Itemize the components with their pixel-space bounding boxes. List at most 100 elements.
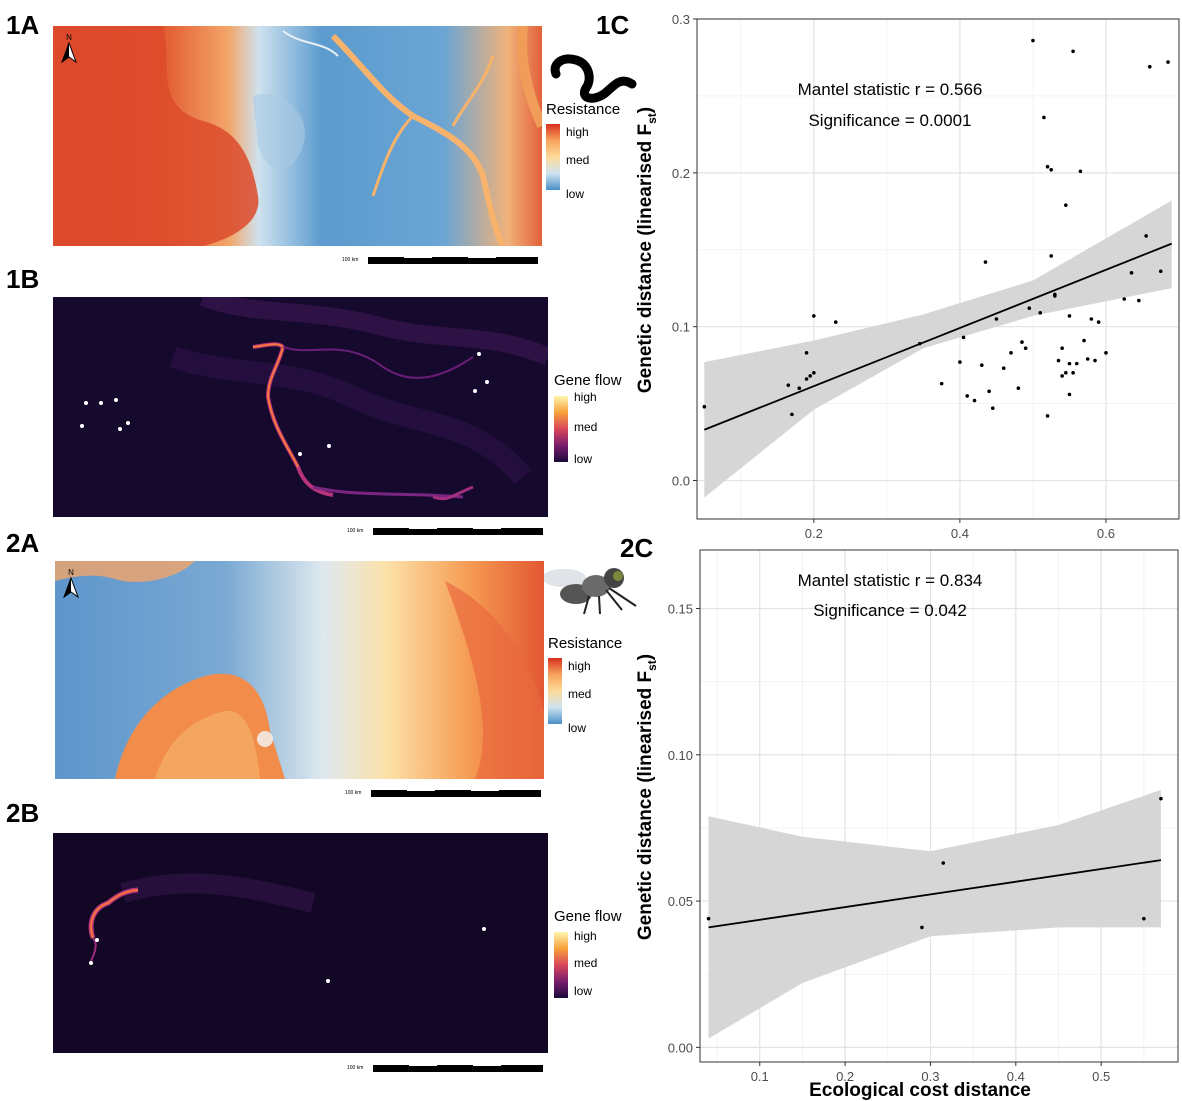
resistance-map-1a: N bbox=[53, 26, 542, 246]
x-tick-label: 0.6 bbox=[1097, 526, 1115, 541]
ylabel-2c: Genetic distance (linearised Fst) bbox=[635, 654, 659, 940]
regression-line bbox=[708, 859, 1162, 929]
svg-text:Genetic distance (linearised F: Genetic distance (linearised Fst) bbox=[635, 107, 659, 393]
data-point bbox=[920, 925, 924, 930]
resistance-legend-high-1: high bbox=[566, 125, 589, 139]
data-point bbox=[987, 389, 991, 394]
ylabel-2c-close: ) bbox=[635, 654, 656, 660]
geneflow-legend-med-1: med bbox=[574, 420, 598, 434]
confidence-band bbox=[704, 200, 1172, 498]
resistance-map-2a: N bbox=[55, 561, 544, 779]
geneflow-legend-high-1: high bbox=[574, 390, 597, 404]
scatter-plot-2c: Genetic distance (linearised Fst) 0.1 0.2… bbox=[635, 549, 1179, 1101]
geneflow-map-2b bbox=[53, 833, 548, 1053]
geneflow-legend-title-1: Gene flow bbox=[554, 372, 622, 389]
data-point bbox=[1067, 361, 1072, 366]
data-point bbox=[1001, 366, 1006, 371]
data-point bbox=[1104, 351, 1108, 355]
data-point bbox=[1085, 357, 1090, 361]
geneflow-colorbar-2 bbox=[554, 932, 568, 998]
data-point bbox=[1071, 49, 1075, 54]
y-tick-label: 0.1 bbox=[672, 320, 690, 335]
panel-label-1c: 1C bbox=[596, 10, 630, 40]
worm-icon bbox=[550, 54, 637, 103]
data-point bbox=[961, 335, 966, 340]
data-point bbox=[1060, 346, 1064, 351]
geneflow-map-1b bbox=[53, 297, 548, 517]
plot-border bbox=[699, 549, 1179, 1063]
x-tick-label: 0.2 bbox=[836, 1069, 854, 1084]
geneflow-surface bbox=[80, 297, 548, 501]
ylabel-1c: Genetic distance (linearised Fst) bbox=[635, 107, 659, 393]
x-tick-label: 0.1 bbox=[751, 1069, 769, 1084]
sample-sites-2b bbox=[89, 927, 486, 983]
data-point bbox=[1049, 254, 1053, 258]
x-tick-label: 0.2 bbox=[805, 526, 823, 541]
data-point bbox=[1074, 361, 1079, 366]
resistance-colorbar-2 bbox=[548, 658, 562, 724]
data-point bbox=[1147, 64, 1152, 69]
data-point bbox=[1056, 358, 1061, 363]
x-tick-label: 0.4 bbox=[951, 526, 969, 541]
y-tick-label: 0.00 bbox=[668, 1040, 693, 1055]
resistance-legend-low-1: low bbox=[566, 187, 585, 201]
data-point bbox=[702, 404, 707, 409]
data-point bbox=[1078, 169, 1083, 174]
panel-label-2c: 2C bbox=[620, 533, 654, 563]
resistance-surface bbox=[55, 561, 544, 779]
geneflow-legend-low-1: low bbox=[574, 452, 593, 466]
data-point bbox=[804, 351, 809, 355]
data-point bbox=[1045, 414, 1050, 418]
data-point bbox=[797, 386, 802, 391]
geneflow-legend-high-2: high bbox=[574, 929, 597, 943]
y-tick-label: 0.05 bbox=[668, 894, 693, 909]
data-point bbox=[1053, 292, 1057, 297]
svg-text:Genetic distance (linearised F: Genetic distance (linearised Fst) bbox=[635, 654, 659, 940]
x-tick-label: 0.3 bbox=[921, 1069, 939, 1084]
geneflow-legend-med-2: med bbox=[574, 956, 598, 970]
plot-border bbox=[696, 18, 1180, 520]
confidence-band bbox=[708, 789, 1161, 1039]
x-tick-label: 0.5 bbox=[1092, 1069, 1110, 1084]
resistance-surface bbox=[53, 26, 542, 246]
data-point bbox=[786, 383, 791, 387]
panel-label-1b: 1B bbox=[6, 264, 40, 294]
panel-label-2a: 2A bbox=[6, 528, 40, 558]
data-point bbox=[939, 381, 944, 386]
scale-bar-label: 100 km bbox=[345, 790, 362, 796]
north-arrow-icon: N bbox=[62, 568, 80, 599]
y-tick-label: 0.0 bbox=[672, 474, 690, 489]
scale-bar-label: 100 km bbox=[347, 528, 364, 534]
geneflow-legend-title-2: Gene flow bbox=[554, 908, 622, 925]
data-point bbox=[1020, 340, 1024, 344]
data-point bbox=[1064, 203, 1068, 207]
y-tick-label: 0.2 bbox=[672, 166, 690, 181]
data-point bbox=[1023, 346, 1028, 351]
data-point bbox=[1158, 269, 1163, 274]
geneflow-legend-low-2: low bbox=[574, 984, 593, 998]
fly-icon bbox=[544, 568, 637, 615]
data-point bbox=[990, 406, 995, 411]
data-point bbox=[994, 317, 999, 321]
ylabel-2c-sub: st bbox=[645, 660, 659, 671]
scatter-plot-1c: Genetic distance (linearised Fst) 0.2 0.4… bbox=[635, 12, 1180, 541]
xlabel-2c: Ecological cost distance bbox=[809, 1080, 1031, 1101]
data-point bbox=[1042, 115, 1046, 120]
sample-sites-1b bbox=[80, 352, 489, 456]
geneflow-surface bbox=[88, 873, 486, 983]
data-point bbox=[1049, 167, 1053, 172]
data-point bbox=[1166, 60, 1170, 64]
resistance-legend-med-2: med bbox=[568, 687, 592, 701]
north-label: N bbox=[68, 568, 74, 577]
scale-bar-1a: 100 km bbox=[342, 254, 538, 268]
north-label: N bbox=[66, 33, 72, 42]
x-tick-label: 0.4 bbox=[1007, 1069, 1025, 1084]
north-arrow-icon: N bbox=[60, 33, 78, 64]
data-point bbox=[965, 394, 970, 398]
data-point bbox=[1045, 164, 1050, 169]
resistance-legend-med-1: med bbox=[566, 153, 590, 167]
data-point bbox=[1089, 317, 1094, 321]
data-point bbox=[833, 320, 838, 324]
data-point bbox=[1071, 371, 1075, 375]
y-tick-label: 0.10 bbox=[668, 748, 693, 763]
